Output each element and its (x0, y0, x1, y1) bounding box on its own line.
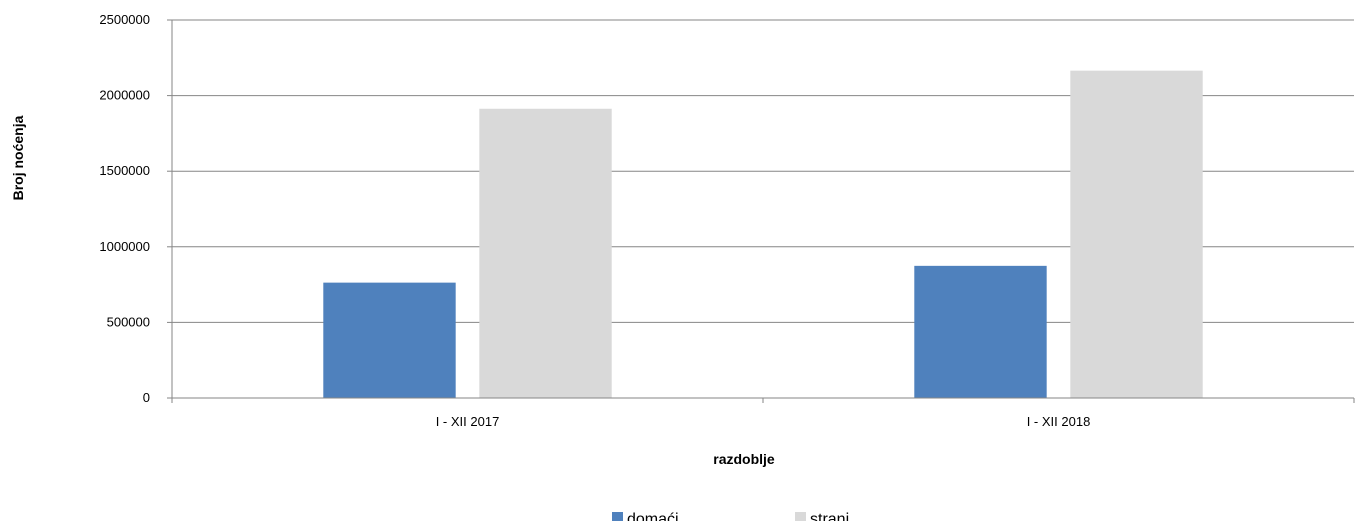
bar-domaći-0 (323, 282, 456, 398)
y-axis-title: Broj noćenja (10, 115, 26, 200)
legend-swatch-strani (795, 512, 806, 521)
x-tick-label: I - XII 2017 (436, 414, 500, 429)
legend: domaći strani (612, 511, 849, 521)
y-tick-label: 500000 (107, 314, 150, 329)
bars (323, 70, 1203, 399)
y-axis-ticks: 0 500000 1000000 1500000 2000000 2500000 (99, 12, 172, 405)
legend-label-strani: strani (810, 511, 849, 521)
y-tick-label: 0 (143, 390, 150, 405)
legend-label-domaći: domaći (627, 511, 679, 521)
y-tick-label: 1500000 (99, 163, 150, 178)
bar-strani-0 (479, 108, 612, 399)
bar-domaći-1 (914, 265, 1047, 398)
x-tick-label: I - XII 2018 (1027, 414, 1091, 429)
bar-strani-1 (1070, 70, 1203, 398)
x-axis-ticks: I - XII 2017 I - XII 2018 (171, 398, 1355, 429)
y-tick-label: 2500000 (99, 12, 150, 27)
x-axis-title: razdoblje (713, 451, 775, 467)
y-tick-label: 2000000 (99, 88, 150, 103)
y-tick-label: 1000000 (99, 239, 150, 254)
legend-swatch-domaći (612, 512, 623, 521)
